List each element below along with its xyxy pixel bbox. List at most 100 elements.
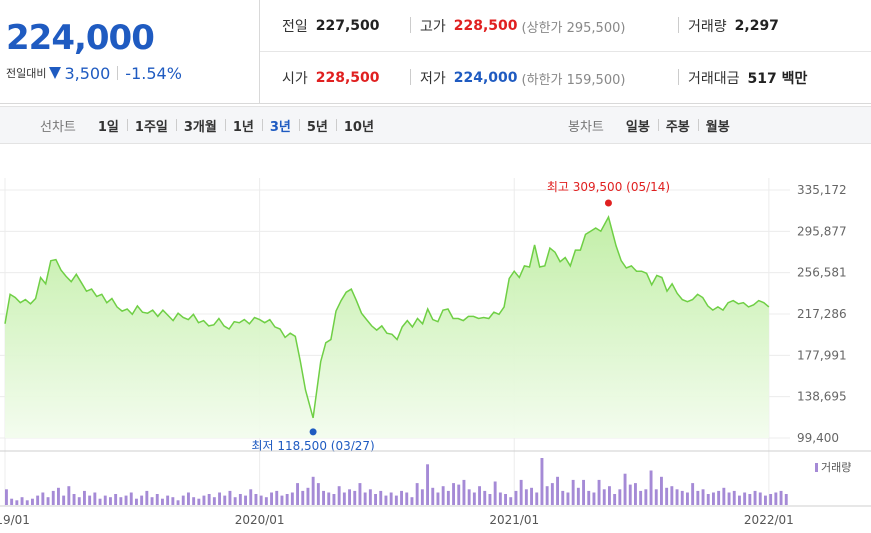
volume-bar [457,484,461,505]
change-value: 3,500 [64,63,111,83]
tab-5y[interactable]: 5년 [298,116,336,135]
volume-bar [530,487,533,505]
volume-bar [441,486,445,505]
volume-bar [244,495,247,505]
volume-bar [758,492,762,505]
y-tick-label: 217,286 [797,307,847,321]
tab-10y[interactable]: 10년 [335,116,382,135]
volume-bar [145,490,149,505]
volume-bar [31,498,34,505]
volume-bar [670,486,674,505]
volume-bar [212,497,216,505]
volume-bar [727,492,731,505]
volume-bar [431,487,435,505]
volume-bar [77,497,81,505]
volume-bar [41,492,45,505]
volume-bar [166,495,170,505]
volume-bar [10,498,14,505]
down-triangle-icon [49,67,62,79]
volume-bar [20,497,24,505]
volume-bar [379,490,383,505]
volume-bar [301,490,305,505]
tab-daily[interactable]: 일봉 [625,119,650,135]
volume-bar [608,486,611,505]
volume-bar [275,490,279,505]
volume-bar [654,489,658,505]
volume-bar [187,492,190,505]
high-annotation: 최고 309,500 (05/14) [547,180,670,194]
volume-bar [332,494,336,505]
volume-bar [410,497,414,505]
x-tick-label: 2022/01 [744,513,794,527]
tab-1y[interactable]: 1년 [224,116,262,135]
volume-bar [67,486,71,505]
volume-bar [306,487,310,505]
volume-bar [207,494,211,505]
volume-legend-swatch [815,463,818,472]
volume-bars [5,458,788,505]
volume-bar [264,497,268,505]
volume-bar [316,483,320,505]
volume-bar [98,498,102,505]
volume-bar [192,497,196,505]
volume-bar [602,489,606,505]
period-tabs: 선차트 1일 1주일 3개월 1년 3년 5년 10년 봉차트 일봉 주봉 월봉 [0,106,871,144]
prev-close-label: 전일 [282,19,308,35]
volume-bar [202,495,206,505]
stats-row-1: 전일 227,500 고가 228,500 (상한가 295,500) 거래량 … [260,0,871,52]
volume-bar [348,489,351,505]
volume-bar [436,492,440,505]
volume-bar [103,495,107,505]
low-annotation: 최저 118,500 (03/27) [251,439,374,453]
volume-bar [155,494,159,505]
volume-bar [322,490,325,505]
volume-bar [582,479,585,505]
tab-1d[interactable]: 1일 [97,119,119,135]
x-tick-label: 2021/01 [489,513,539,527]
volume-bar [613,494,617,505]
volume-bar [639,490,643,505]
tab-3m[interactable]: 3개월 [175,116,225,135]
tab-1w[interactable]: 1주일 [126,116,176,135]
volume-bar [83,490,86,505]
volume-bar [337,486,341,505]
volume-bar [753,490,757,505]
volume-bar [483,490,487,505]
volume-bar [129,492,133,505]
volume-bar [223,495,227,505]
volume-bar [259,495,263,505]
volume-bar [161,498,164,505]
prev-close-cell: 전일 227,500 [282,0,380,52]
volume-bar [467,489,471,505]
volume-bar [311,476,315,505]
tab-3y[interactable]: 3년 [261,116,299,135]
tab-monthly[interactable]: 월봉 [697,116,738,135]
volume-bar [72,494,76,505]
volume-bar [623,473,627,505]
volume-bar [270,492,273,505]
volume-bar [524,489,528,505]
candle-chart-tabs: 봉차트 일봉 주봉 월봉 [568,107,738,143]
volume-bar [363,492,367,505]
volume-bar [135,498,138,505]
volume-bar [462,479,466,505]
open-label: 시가 [282,71,308,87]
change-row: 전일대비 3,500 -1.54% [6,62,182,84]
volume-bar [738,495,741,505]
volume-bar [62,495,66,505]
volume-bar [15,500,19,505]
high-marker [604,199,612,207]
line-chart-tabs: 선차트 1일 1주일 3개월 1년 3년 5년 10년 [40,107,382,143]
volume-bar [509,497,513,505]
volume-bar [691,483,695,505]
volume-bar [358,483,362,505]
volume-bar [228,490,232,505]
low-value: 224,000 [453,70,518,86]
volume-bar [665,487,669,505]
volume-bar [109,497,112,505]
volume-bar [576,487,580,505]
volume-bar [680,490,684,505]
candle-chart-label: 봉차트 [568,119,604,135]
tab-weekly[interactable]: 주봉 [657,116,698,135]
volume-bar [25,500,29,505]
